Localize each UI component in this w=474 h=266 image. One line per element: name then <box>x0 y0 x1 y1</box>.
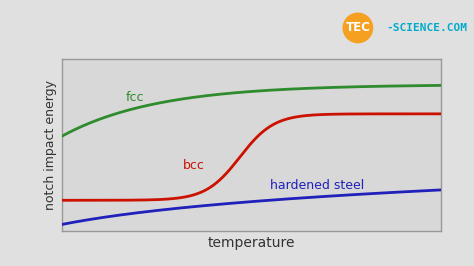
Text: fcc: fcc <box>126 91 145 104</box>
Y-axis label: notch impact energy: notch impact energy <box>45 80 57 210</box>
Text: TEC: TEC <box>346 22 370 34</box>
X-axis label: temperature: temperature <box>208 236 295 250</box>
Text: -SCIENCE.COM: -SCIENCE.COM <box>386 23 467 33</box>
Text: bcc: bcc <box>183 159 205 172</box>
Text: hardened steel: hardened steel <box>270 178 365 192</box>
